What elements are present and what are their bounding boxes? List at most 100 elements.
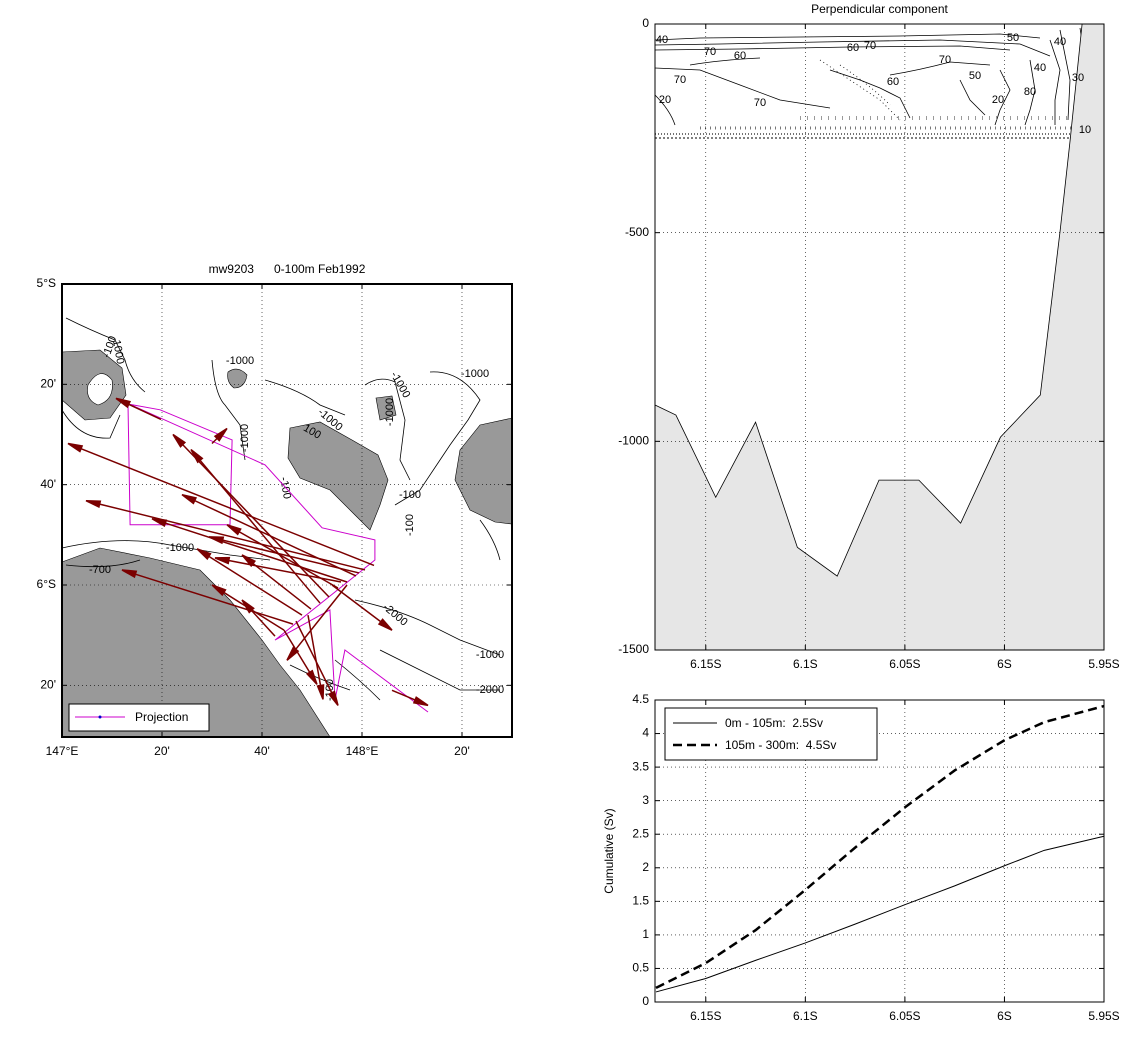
x-tick-label: 147°E xyxy=(46,744,79,758)
contour-dotted xyxy=(819,59,901,121)
current-vector xyxy=(67,442,375,567)
x-tick-label: 5.95S xyxy=(1088,1009,1119,1023)
y-tick-label: 1.5 xyxy=(632,894,649,908)
current-vector xyxy=(331,584,393,631)
current-vector xyxy=(241,599,276,637)
x-tick-label: 5.95S xyxy=(1088,657,1119,671)
current-vector xyxy=(115,397,162,421)
x-tick-label: 20' xyxy=(154,744,170,758)
y-tick-label: 3.5 xyxy=(632,759,649,773)
y-tick-label: 0 xyxy=(642,994,649,1008)
current-vector xyxy=(211,584,285,631)
contour-label: 60 xyxy=(887,76,899,88)
current-vector xyxy=(190,448,321,604)
contour-label: 60 xyxy=(734,50,746,62)
contour-label: -100 xyxy=(404,514,416,536)
x-tick-label: 6.15S xyxy=(690,657,721,671)
x-tick-label: 6S xyxy=(997,1009,1012,1023)
contour-label: 20 xyxy=(659,94,671,106)
current-vector xyxy=(181,493,357,577)
axes-frame xyxy=(654,699,1105,1003)
y-tick-label: 0 xyxy=(642,16,649,30)
contour-label: 40 xyxy=(1054,36,1066,48)
contour-label: -1000 xyxy=(226,355,254,367)
contour-label: -100 xyxy=(399,489,421,501)
current-vector xyxy=(151,518,348,583)
seafloor-fill xyxy=(655,24,1104,650)
y-tick-label: -500 xyxy=(625,225,649,239)
land xyxy=(61,349,127,421)
contour-label: 1000 xyxy=(110,339,126,365)
axes-frame xyxy=(61,283,513,738)
series-line xyxy=(655,835,1105,993)
x-tick-label: 6.05S xyxy=(889,657,920,671)
y-tick-label: 20' xyxy=(40,677,56,691)
y-tick-label: 40' xyxy=(40,477,56,491)
contour-label: 70 xyxy=(939,54,951,66)
current-vector xyxy=(214,556,342,583)
legend-label: 0m - 105m: 2.5Sv xyxy=(725,716,823,730)
x-tick-label: 6.05S xyxy=(889,1009,920,1023)
contour-label: 60 xyxy=(847,42,859,54)
contour-label: -1000 xyxy=(384,398,396,426)
y-tick-label: 4.5 xyxy=(632,692,649,706)
contour-line xyxy=(61,317,501,701)
y-tick-label: -1500 xyxy=(618,642,649,656)
series-line xyxy=(655,704,1105,990)
legend-marker xyxy=(98,715,102,719)
contour-label: 70 xyxy=(674,74,686,86)
x-tick-label: 6S xyxy=(997,657,1012,671)
land xyxy=(454,417,513,525)
contour-label: 40 xyxy=(656,34,668,46)
section-contours xyxy=(654,27,1104,139)
contour-label: -2000 xyxy=(476,684,504,696)
contour-label: 70 xyxy=(754,97,766,109)
chart-title: Perpendicular component xyxy=(811,2,948,16)
current-vector xyxy=(172,433,330,598)
y-tick-label: 5°S xyxy=(37,276,56,290)
y-axis-label: Cumulative (Sv) xyxy=(602,808,616,893)
x-tick-label: 6.1S xyxy=(793,657,818,671)
legend-label: Projection xyxy=(135,710,188,724)
current-vector xyxy=(241,554,312,610)
contour-label: -1000 xyxy=(461,368,489,380)
contour-label: 50 xyxy=(1007,32,1019,44)
y-tick-label: 0.5 xyxy=(632,961,649,975)
y-tick-label: 4 xyxy=(642,726,649,740)
current-vector xyxy=(295,620,339,706)
land xyxy=(227,368,248,389)
contour-label: 10 xyxy=(1079,124,1091,136)
land xyxy=(375,395,397,421)
land xyxy=(287,421,389,531)
current-vector xyxy=(286,584,348,661)
contour-label: 40 xyxy=(1034,62,1046,74)
current-vector xyxy=(196,548,303,616)
chart-title: mw9203 0-100m Feb1992 xyxy=(209,262,366,276)
y-tick-label: 3 xyxy=(642,793,649,807)
y-tick-label: 2.5 xyxy=(632,826,649,840)
x-tick-label: 148°E xyxy=(346,744,379,758)
contour-label: 70 xyxy=(864,40,876,52)
x-tick-label: 6.1S xyxy=(793,1009,818,1023)
contour-label: 50 xyxy=(969,70,981,82)
x-tick-label: 20' xyxy=(454,744,470,758)
contour-label: 20 xyxy=(992,94,1004,106)
contour-label: -700 xyxy=(89,564,111,576)
x-tick-label: 40' xyxy=(254,744,270,758)
y-tick-label: 2 xyxy=(642,860,649,874)
current-vector xyxy=(211,427,228,445)
axes-frame xyxy=(654,23,1105,651)
y-tick-label: 20' xyxy=(40,376,56,390)
current-vector xyxy=(121,569,294,625)
map-background xyxy=(61,284,513,738)
contour-label: -1000 xyxy=(166,542,194,554)
y-tick-label: 1 xyxy=(642,927,649,941)
current-vector xyxy=(307,614,325,700)
current-vector xyxy=(208,536,360,574)
contour-label: -1000 xyxy=(476,649,504,661)
contour-label: 70 xyxy=(704,46,716,58)
y-tick-label: 6°S xyxy=(37,577,56,591)
legend-label: 105m - 300m: 4.5Sv xyxy=(725,738,836,752)
